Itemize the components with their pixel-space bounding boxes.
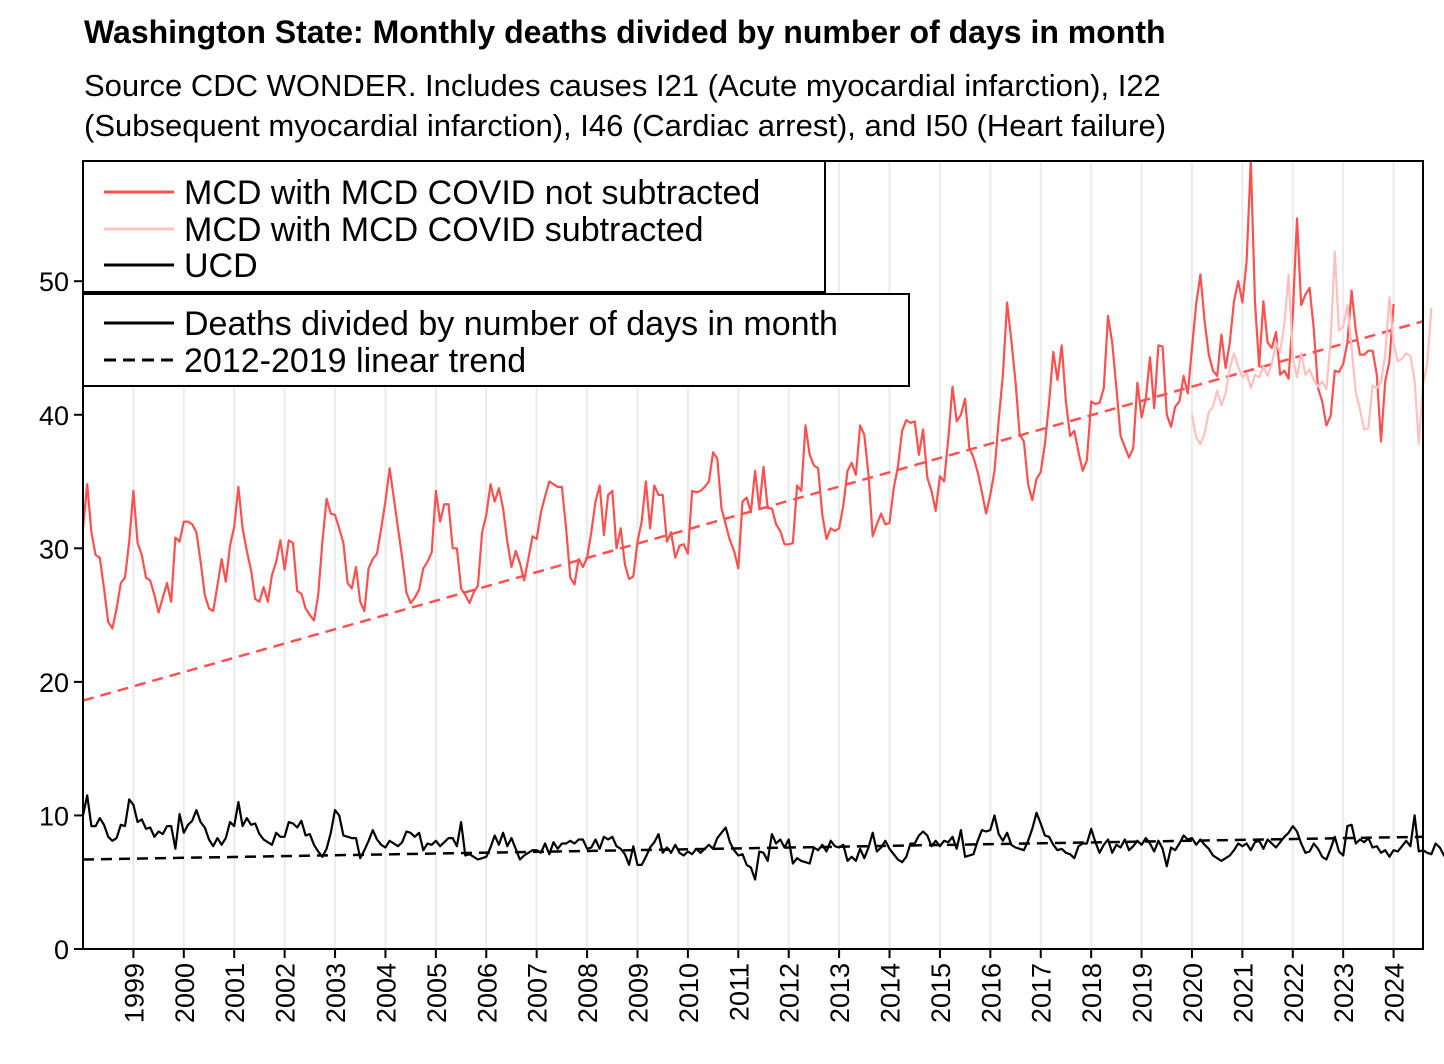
x-tick-label: 2001 (220, 963, 250, 1023)
x-tick-label: 2019 (1128, 963, 1158, 1023)
subtitle-line-2: (Subsequent myocardial infarction), I46 … (84, 108, 1167, 143)
trend-line (82, 320, 1424, 702)
x-tick-label: 2008 (573, 963, 603, 1023)
legend-series-box (82, 160, 826, 293)
x-tick-label: 2007 (523, 963, 553, 1023)
x-tick-label: 2021 (1228, 963, 1258, 1023)
data-series (81, 159, 1444, 881)
x-tick-label: 2004 (371, 963, 401, 1023)
x-tick-label: 2013 (825, 963, 855, 1023)
x-tick-label: 2023 (1329, 963, 1359, 1023)
x-tick-label: 2002 (271, 963, 301, 1023)
x-tick-label: 2006 (472, 963, 502, 1023)
subtitle-line-1: Source CDC WONDER. Includes causes I21 (… (84, 68, 1161, 103)
chart-title: Washington State: Monthly deaths divided… (84, 14, 1166, 50)
legend-label-monthly: Deaths divided by number of days in mont… (184, 305, 838, 343)
y-tick-label: 40 (39, 401, 69, 431)
x-tick-label: 2012 (775, 963, 805, 1023)
y-tick-label: 30 (39, 534, 69, 564)
series-line (81, 794, 1444, 881)
x-tick-label: 2010 (674, 963, 704, 1023)
x-tick-label: 2014 (876, 963, 906, 1023)
y-tick-label: 20 (39, 668, 69, 698)
x-tick-label: 2009 (623, 963, 653, 1023)
x-tick-label: 2005 (422, 963, 452, 1023)
chart-subtitle: Source CDC WONDER. Includes causes I21 (… (84, 66, 1166, 146)
legend-series: MCD with MCD COVID not subtracted MCD wi… (82, 160, 826, 293)
x-tick-label: 2016 (976, 963, 1006, 1023)
series-line (81, 159, 1395, 630)
legend-styles-box (82, 293, 910, 387)
series-line (1190, 250, 1433, 446)
x-tick-label: 2024 (1380, 963, 1410, 1023)
legend-label-ucd: UCD (184, 247, 258, 285)
axes: 1999 2000 2001 2002 2003 2004 2005 2006 2007 2008… (39, 267, 1410, 1023)
x-tick-label: 2000 (170, 963, 200, 1023)
x-tick-label: 2022 (1279, 963, 1309, 1023)
y-tick-label: 0 (54, 935, 69, 965)
x-tick-label: 2011 (724, 963, 754, 1021)
x-tick-label: 2017 (1027, 963, 1057, 1023)
legend-label-trend: 2012-2019 linear trend (184, 342, 526, 380)
legend-styles: Deaths divided by number of days in mont… (82, 293, 910, 387)
x-tick-label: 1999 (119, 963, 149, 1023)
y-tick-label: 10 (39, 801, 69, 831)
x-tick-label: 2015 (926, 963, 956, 1023)
legend-label-mcd-subtracted: MCD with MCD COVID subtracted (184, 211, 704, 249)
x-tick-label: 2003 (321, 963, 351, 1023)
y-tick-label: 50 (39, 267, 69, 297)
x-tick-label: 2020 (1178, 963, 1208, 1023)
x-tick-label: 2018 (1077, 963, 1107, 1023)
legend-label-mcd-not-subtracted: MCD with MCD COVID not subtracted (184, 174, 760, 212)
